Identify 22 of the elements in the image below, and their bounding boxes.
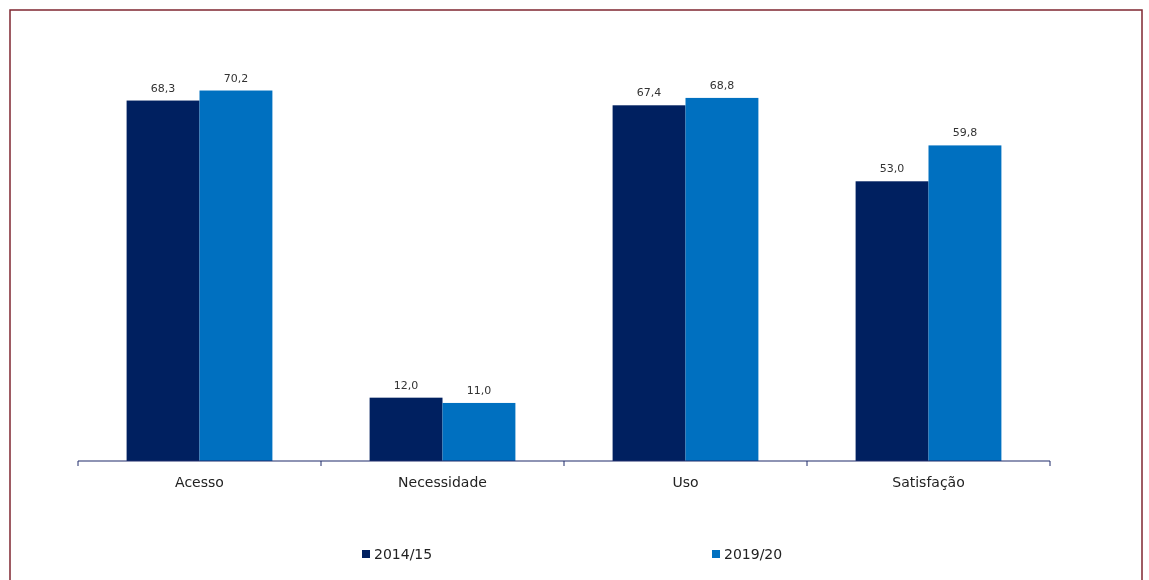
bar (442, 402, 516, 461)
x-tick-label: Uso (672, 474, 699, 490)
bar (685, 97, 759, 461)
data-label: 11,0 (466, 383, 492, 397)
data-label: 70,2 (223, 71, 249, 85)
bar (612, 105, 686, 461)
bar (855, 181, 929, 461)
x-tick-label: Acesso (175, 474, 224, 490)
x-tick-label: Satisfação (892, 474, 965, 490)
legend-label: 2019/20 (724, 546, 783, 562)
x-tick-label: Necessidade (398, 474, 487, 490)
data-label: 67,4 (636, 86, 662, 100)
data-label: 59,8 (952, 126, 978, 140)
bar (199, 90, 273, 461)
data-label: 12,0 (393, 378, 419, 392)
bar (928, 145, 1002, 461)
bar (126, 100, 200, 461)
bar (369, 397, 443, 461)
data-label: 68,8 (709, 78, 735, 92)
data-label: 68,3 (150, 81, 176, 95)
legend-label: 2014/15 (374, 546, 433, 562)
data-label: 53,0 (879, 162, 905, 176)
